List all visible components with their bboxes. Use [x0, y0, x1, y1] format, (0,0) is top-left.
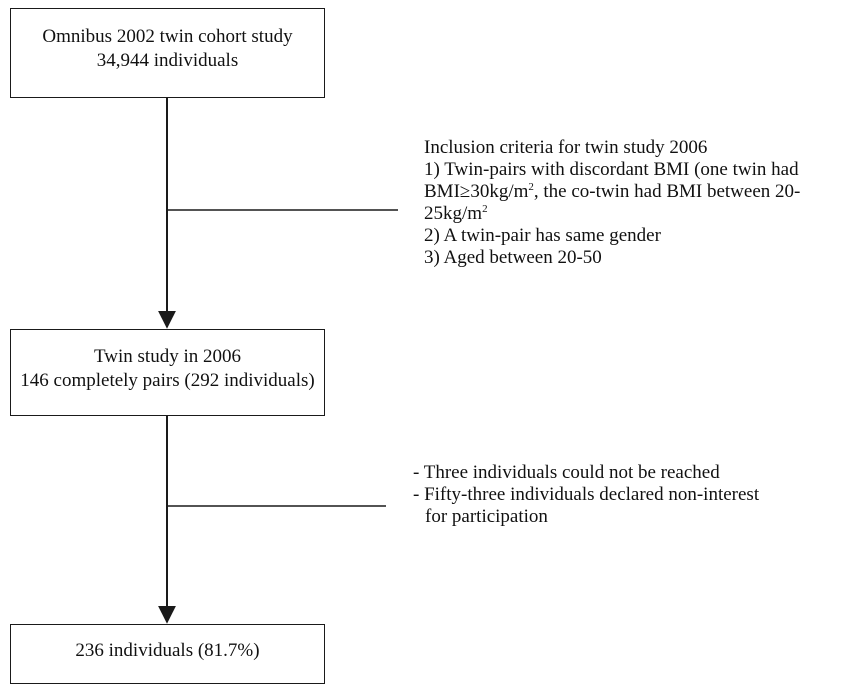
- inclusion-criterion-1-line-b: BMI≥30kg/m2, the co-twin had BMI between…: [424, 181, 800, 203]
- box-cohort-title: Omnibus 2002 twin cohort study: [42, 26, 293, 47]
- flowchart-box-cohort: Omnibus 2002 twin cohort study 34,944 in…: [10, 8, 325, 98]
- box-twin-study-title: Twin study in 2006: [94, 346, 241, 367]
- exclusion-item-1: - Three individuals could not be reached: [413, 462, 720, 483]
- inclusion-criterion-3: 3) Aged between 20-50: [424, 247, 602, 268]
- inclusion-criterion-2: 2) A twin-pair has same gender: [424, 225, 661, 246]
- inclusion-criterion-1-line-c: 25kg/m2: [424, 203, 800, 225]
- exclusion-note: - Three individuals could not be reached…: [413, 462, 759, 528]
- box-cohort-count: 34,944 individuals: [96, 50, 239, 71]
- criterion-1-co-twin-range: , the co-twin had BMI between 20-: [533, 181, 801, 202]
- superscript-squared: 2: [528, 181, 534, 193]
- flowchart-connectors: [158, 98, 398, 624]
- exclusion-item-2-line-b: for participation: [425, 506, 548, 527]
- inclusion-criteria-heading: Inclusion criteria for twin study 2006: [424, 137, 708, 158]
- criterion-1-bmi-threshold: BMI≥30kg/m: [424, 181, 529, 202]
- flowchart-box-twin-study: Twin study in 2006 146 completely pairs …: [10, 329, 325, 416]
- flowchart-box-final: 236 individuals (81.7%): [10, 624, 325, 684]
- superscript-squared: 2: [482, 203, 488, 215]
- exclusion-item-2-line-a: - Fifty-three individuals declared non-i…: [413, 484, 760, 505]
- criterion-1-upper-bound: 25kg/m: [424, 203, 483, 224]
- box-final-count: 236 individuals (81.7%): [75, 640, 260, 661]
- inclusion-criterion-1-line-a: 1) Twin-pairs with discordant BMI (one t…: [424, 159, 799, 180]
- inclusion-criteria-note: Inclusion criteria for twin study 2006 1…: [424, 137, 800, 269]
- box-twin-study-count: 146 completely pairs (292 individuals): [20, 370, 315, 391]
